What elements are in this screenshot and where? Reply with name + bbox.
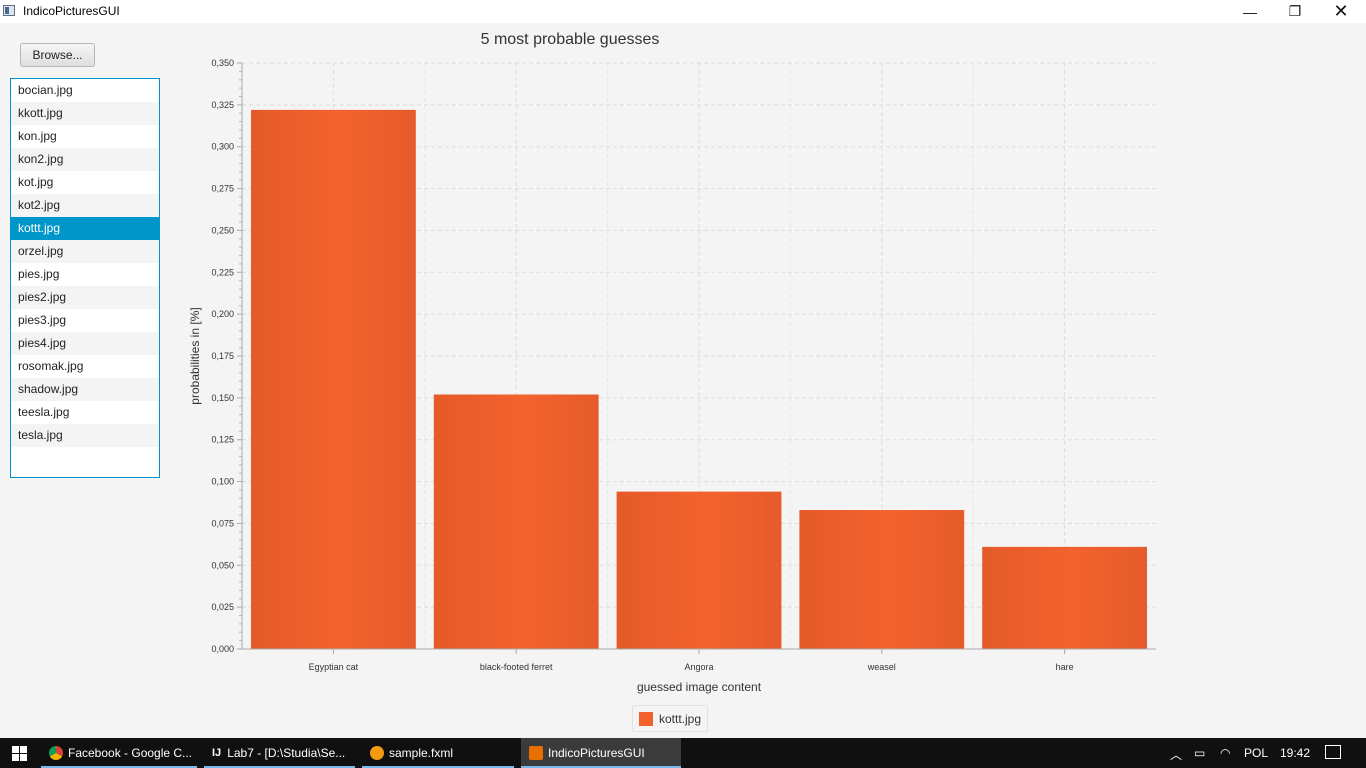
file-list-item[interactable]: kon.jpg: [18, 129, 57, 143]
file-list-item[interactable]: pies2.jpg: [11, 286, 159, 309]
notification-icon[interactable]: [1325, 745, 1341, 759]
file-list-item[interactable]: teesla.jpg: [18, 405, 70, 419]
start-button[interactable]: [0, 738, 40, 768]
taskbar-indicator: [521, 766, 681, 768]
taskbar-item-scene-builder[interactable]: sample.fxml: [362, 738, 514, 768]
bar: [251, 109, 416, 649]
maximize-button[interactable]: ❐: [1288, 3, 1302, 19]
file-list-item[interactable]: tesla.jpg: [11, 424, 159, 447]
app-icon: [3, 5, 15, 16]
bar-chart: 0,000 0,025 0,050 0,075 0,100 0,125 0,150 0,175…: [188, 58, 1156, 694]
y-tick-label: 0,250: [211, 225, 234, 235]
x-tick-label: hare: [1056, 662, 1074, 672]
browse-button[interactable]: Browse...: [20, 43, 95, 67]
file-list-item[interactable]: pies4.jpg: [11, 332, 159, 355]
y-tick-label: 0,225: [211, 267, 234, 277]
clock[interactable]: 19:42: [1280, 746, 1311, 760]
y-tick-label: 0,025: [211, 602, 234, 612]
x-tick-label: weasel: [867, 662, 896, 672]
taskbar-item-label: IndicoPicturesGUI: [548, 746, 645, 760]
x-tick-label: Angora: [684, 662, 713, 672]
y-tick-label: 0,075: [211, 518, 234, 528]
minimize-button[interactable]: —: [1243, 3, 1257, 20]
x-tick-label: black-footed ferret: [480, 662, 553, 672]
file-list-item[interactable]: rosomak.jpg: [18, 359, 84, 373]
legend-label: kottt.jpg: [659, 712, 702, 726]
y-tick-label: 0,000: [211, 644, 234, 654]
taskbar: Facebook - Google C... IJ Lab7 - [D:\Stu…: [0, 738, 1366, 768]
file-list-item[interactable]: pies3.jpg: [18, 313, 67, 327]
file-list-item[interactable]: kottt.jpg: [11, 217, 159, 240]
file-list-item[interactable]: kon2.jpg: [11, 148, 159, 171]
y-tick-label: 0,350: [211, 58, 234, 68]
file-list-item[interactable]: kot2.jpg: [11, 194, 159, 217]
y-tick-label: 0,100: [211, 477, 234, 487]
bar: [982, 546, 1147, 649]
bar: [616, 491, 782, 649]
taskbar-item-label: Lab7 - [D:\Studia\Se...: [227, 746, 346, 760]
y-axis-label: probabilities in [%]: [188, 307, 202, 404]
taskbar-item-intellij[interactable]: IJ Lab7 - [D:\Studia\Se...: [204, 738, 355, 768]
taskbar-indicator: [204, 766, 355, 768]
y-tick-label: 0,200: [211, 309, 234, 319]
scene-builder-icon: [370, 746, 384, 760]
y-tick-label: 0,300: [211, 142, 234, 152]
file-list[interactable]: bocian.jpg kkott.jpg kon.jpg kon2.jpg ko…: [10, 78, 160, 478]
file-list-item[interactable]: shadow.jpg: [11, 378, 159, 401]
y-tick-label: 0,050: [211, 560, 234, 570]
taskbar-indicator: [41, 766, 197, 768]
chevron-up-icon[interactable]: ︿: [1170, 748, 1183, 762]
language-indicator[interactable]: POL: [1244, 746, 1269, 760]
window-title: IndicoPicturesGUI: [23, 4, 120, 18]
java-icon: [529, 746, 543, 760]
taskbar-item-indico[interactable]: IndicoPicturesGUI: [521, 738, 681, 768]
intellij-icon: IJ: [212, 747, 222, 759]
chrome-icon: [49, 746, 63, 760]
bar: [799, 510, 965, 649]
taskbar-item-chrome[interactable]: Facebook - Google C...: [41, 738, 197, 768]
bar: [433, 394, 599, 649]
close-button[interactable]: ✕: [1333, 1, 1349, 21]
y-tick-label: 0,325: [211, 100, 234, 110]
taskbar-indicator: [362, 766, 514, 768]
file-list-item[interactable]: kot.jpg: [18, 175, 54, 189]
file-list-item[interactable]: pies.jpg: [18, 267, 60, 281]
chart-legend: kottt.jpg: [632, 705, 708, 732]
x-axis-label: guessed image content: [637, 680, 762, 694]
file-list-item[interactable]: kkott.jpg: [11, 102, 159, 125]
y-tick-label: 0,125: [211, 435, 234, 445]
wifi-icon[interactable]: ◠: [1220, 746, 1231, 760]
file-list-item[interactable]: bocian.jpg: [18, 83, 73, 97]
taskbar-item-label: Facebook - Google C...: [68, 746, 193, 760]
file-list-item[interactable]: orzel.jpg: [11, 240, 159, 263]
y-tick-label: 0,275: [211, 184, 234, 194]
y-tick-label: 0,150: [211, 393, 234, 403]
title-bar: IndicoPicturesGUI — ❐ ✕: [0, 0, 1366, 23]
taskbar-item-label: sample.fxml: [389, 746, 454, 760]
legend-swatch: [639, 712, 653, 726]
y-tick-label: 0,175: [211, 351, 234, 361]
x-tick-label: Egyptian cat: [309, 662, 359, 672]
plot-area: [242, 63, 1156, 649]
battery-icon[interactable]: ▭: [1194, 746, 1206, 760]
chart-title: 5 most probable guesses: [480, 31, 660, 48]
